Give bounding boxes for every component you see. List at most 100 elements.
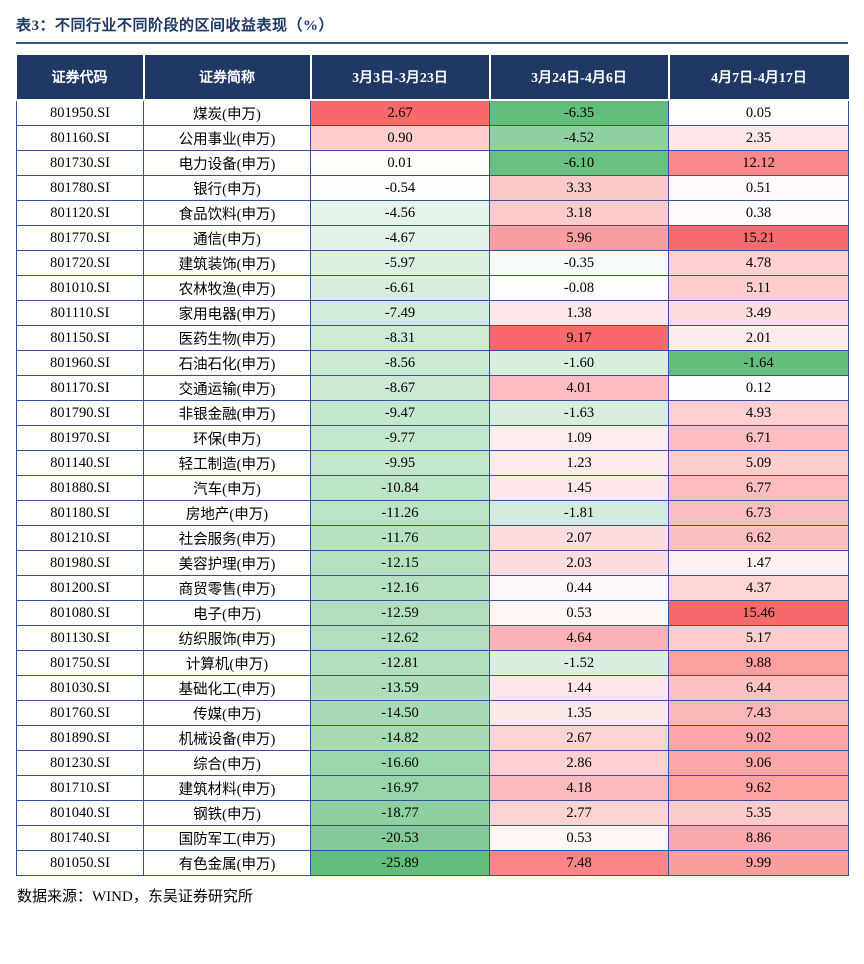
security-code-cell: 801890.SI	[16, 725, 144, 751]
return-value-cell: -14.82	[310, 725, 490, 751]
return-value-cell: 0.51	[668, 175, 849, 201]
security-code-cell: 801170.SI	[16, 375, 144, 401]
return-value-cell: -9.77	[310, 425, 490, 451]
security-name-cell: 交通运输(申万)	[143, 375, 311, 401]
security-name-cell: 通信(申万)	[143, 225, 311, 251]
table-header: 证券代码 证券简称 3月3日-3月23日 3月24日-4月6日 4月7日-4月1…	[16, 55, 849, 101]
table-row: 801730.SI 电力设备(申万) 0.01 -6.10 12.12	[16, 150, 849, 176]
return-value-cell: -1.64	[668, 350, 849, 376]
table-row: 801890.SI 机械设备(申万) -14.82 2.67 9.02	[16, 725, 849, 751]
return-value-cell: -12.59	[310, 600, 490, 626]
table-row: 801770.SI 通信(申万) -4.67 5.96 15.21	[16, 225, 849, 251]
return-value-cell: 1.09	[489, 425, 669, 451]
return-value-cell: -16.60	[310, 750, 490, 776]
table-row: 801180.SI 房地产(申万) -11.26 -1.81 6.73	[16, 500, 849, 526]
return-value-cell: 5.09	[668, 450, 849, 476]
return-value-cell: 12.12	[668, 150, 849, 176]
security-code-cell: 801200.SI	[16, 575, 144, 601]
return-value-cell: 0.01	[310, 150, 490, 176]
security-name-cell: 建筑材料(申万)	[143, 775, 311, 801]
return-value-cell: 9.62	[668, 775, 849, 801]
return-value-cell: -7.49	[310, 300, 490, 326]
security-name-cell: 基础化工(申万)	[143, 675, 311, 701]
return-value-cell: 4.93	[668, 400, 849, 426]
return-value-cell: -0.54	[310, 175, 490, 201]
security-code-cell: 801950.SI	[16, 99, 144, 126]
security-code-cell: 801770.SI	[16, 225, 144, 251]
header-row: 证券代码 证券简称 3月3日-3月23日 3月24日-4月6日 4月7日-4月1…	[16, 55, 849, 101]
table-row: 801780.SI 银行(申万) -0.54 3.33 0.51	[16, 175, 849, 201]
return-value-cell: -0.08	[489, 275, 669, 301]
security-name-cell: 公用事业(申万)	[143, 125, 311, 151]
return-value-cell: 6.73	[668, 500, 849, 526]
security-name-cell: 机械设备(申万)	[143, 725, 311, 751]
table-row: 801080.SI 电子(申万) -12.59 0.53 15.46	[16, 600, 849, 626]
return-value-cell: 0.38	[668, 200, 849, 226]
return-value-cell: 2.01	[668, 325, 849, 351]
security-code-cell: 801880.SI	[16, 475, 144, 501]
return-value-cell: -4.52	[489, 125, 669, 151]
security-name-cell: 非银金融(申万)	[143, 400, 311, 426]
return-value-cell: -9.47	[310, 400, 490, 426]
return-value-cell: -8.56	[310, 350, 490, 376]
security-code-cell: 801160.SI	[16, 125, 144, 151]
return-value-cell: -11.26	[310, 500, 490, 526]
return-value-cell: 15.46	[668, 600, 849, 626]
return-value-cell: -12.16	[310, 575, 490, 601]
security-code-cell: 801120.SI	[16, 200, 144, 226]
return-value-cell: -8.67	[310, 375, 490, 401]
title-divider	[16, 42, 848, 44]
return-value-cell: 4.64	[489, 625, 669, 651]
return-value-cell: 3.49	[668, 300, 849, 326]
return-value-cell: -12.15	[310, 550, 490, 576]
table-row: 801960.SI 石油石化(申万) -8.56 -1.60 -1.64	[16, 350, 849, 376]
security-name-cell: 建筑装饰(申万)	[143, 250, 311, 276]
return-value-cell: 4.01	[489, 375, 669, 401]
industry-returns-table: 证券代码 证券简称 3月3日-3月23日 3月24日-4月6日 4月7日-4月1…	[16, 55, 849, 876]
security-code-cell: 801180.SI	[16, 500, 144, 526]
security-name-cell: 房地产(申万)	[143, 500, 311, 526]
return-value-cell: -12.81	[310, 650, 490, 676]
table-row: 801160.SI 公用事业(申万) 0.90 -4.52 2.35	[16, 125, 849, 151]
return-value-cell: 6.77	[668, 475, 849, 501]
data-source-note: 数据来源：WIND，东吴证券研究所	[17, 889, 253, 905]
security-name-cell: 美容护理(申万)	[143, 550, 311, 576]
security-name-cell: 石油石化(申万)	[143, 350, 311, 376]
security-code-cell: 801750.SI	[16, 650, 144, 676]
security-name-cell: 电子(申万)	[143, 600, 311, 626]
security-code-cell: 801720.SI	[16, 250, 144, 276]
return-value-cell: -13.59	[310, 675, 490, 701]
return-value-cell: -4.56	[310, 200, 490, 226]
return-value-cell: 15.21	[668, 225, 849, 251]
security-code-cell: 801010.SI	[16, 275, 144, 301]
return-value-cell: 0.05	[668, 99, 849, 126]
table-row: 801750.SI 计算机(申万) -12.81 -1.52 9.88	[16, 650, 849, 676]
table-row: 801010.SI 农林牧渔(申万) -6.61 -0.08 5.11	[16, 275, 849, 301]
security-code-cell: 801760.SI	[16, 700, 144, 726]
security-name-cell: 医药生物(申万)	[143, 325, 311, 351]
table-row: 801120.SI 食品饮料(申万) -4.56 3.18 0.38	[16, 200, 849, 226]
security-code-cell: 801740.SI	[16, 825, 144, 851]
return-value-cell: 2.67	[489, 725, 669, 751]
security-name-cell: 有色金属(申万)	[143, 850, 311, 876]
security-code-cell: 801210.SI	[16, 525, 144, 551]
security-code-cell: 801710.SI	[16, 775, 144, 801]
return-value-cell: 0.53	[489, 825, 669, 851]
return-value-cell: 4.37	[668, 575, 849, 601]
return-value-cell: -16.97	[310, 775, 490, 801]
table-row: 801110.SI 家用电器(申万) -7.49 1.38 3.49	[16, 300, 849, 326]
table-row: 801140.SI 轻工制造(申万) -9.95 1.23 5.09	[16, 450, 849, 476]
return-value-cell: 2.03	[489, 550, 669, 576]
return-value-cell: 2.07	[489, 525, 669, 551]
table-row: 801760.SI 传媒(申万) -14.50 1.35 7.43	[16, 700, 849, 726]
return-value-cell: 0.53	[489, 600, 669, 626]
col-header-period-1: 3月3日-3月23日	[309, 55, 490, 101]
return-value-cell: -1.81	[489, 500, 669, 526]
return-value-cell: -14.50	[310, 700, 490, 726]
return-value-cell: -8.31	[310, 325, 490, 351]
return-value-cell: 9.88	[668, 650, 849, 676]
col-header-period-3: 4月7日-4月17日	[667, 55, 849, 101]
security-name-cell: 汽车(申万)	[143, 475, 311, 501]
table-row: 801950.SI 煤炭(申万) 2.67 -6.35 0.05	[16, 99, 849, 126]
return-value-cell: 7.43	[668, 700, 849, 726]
